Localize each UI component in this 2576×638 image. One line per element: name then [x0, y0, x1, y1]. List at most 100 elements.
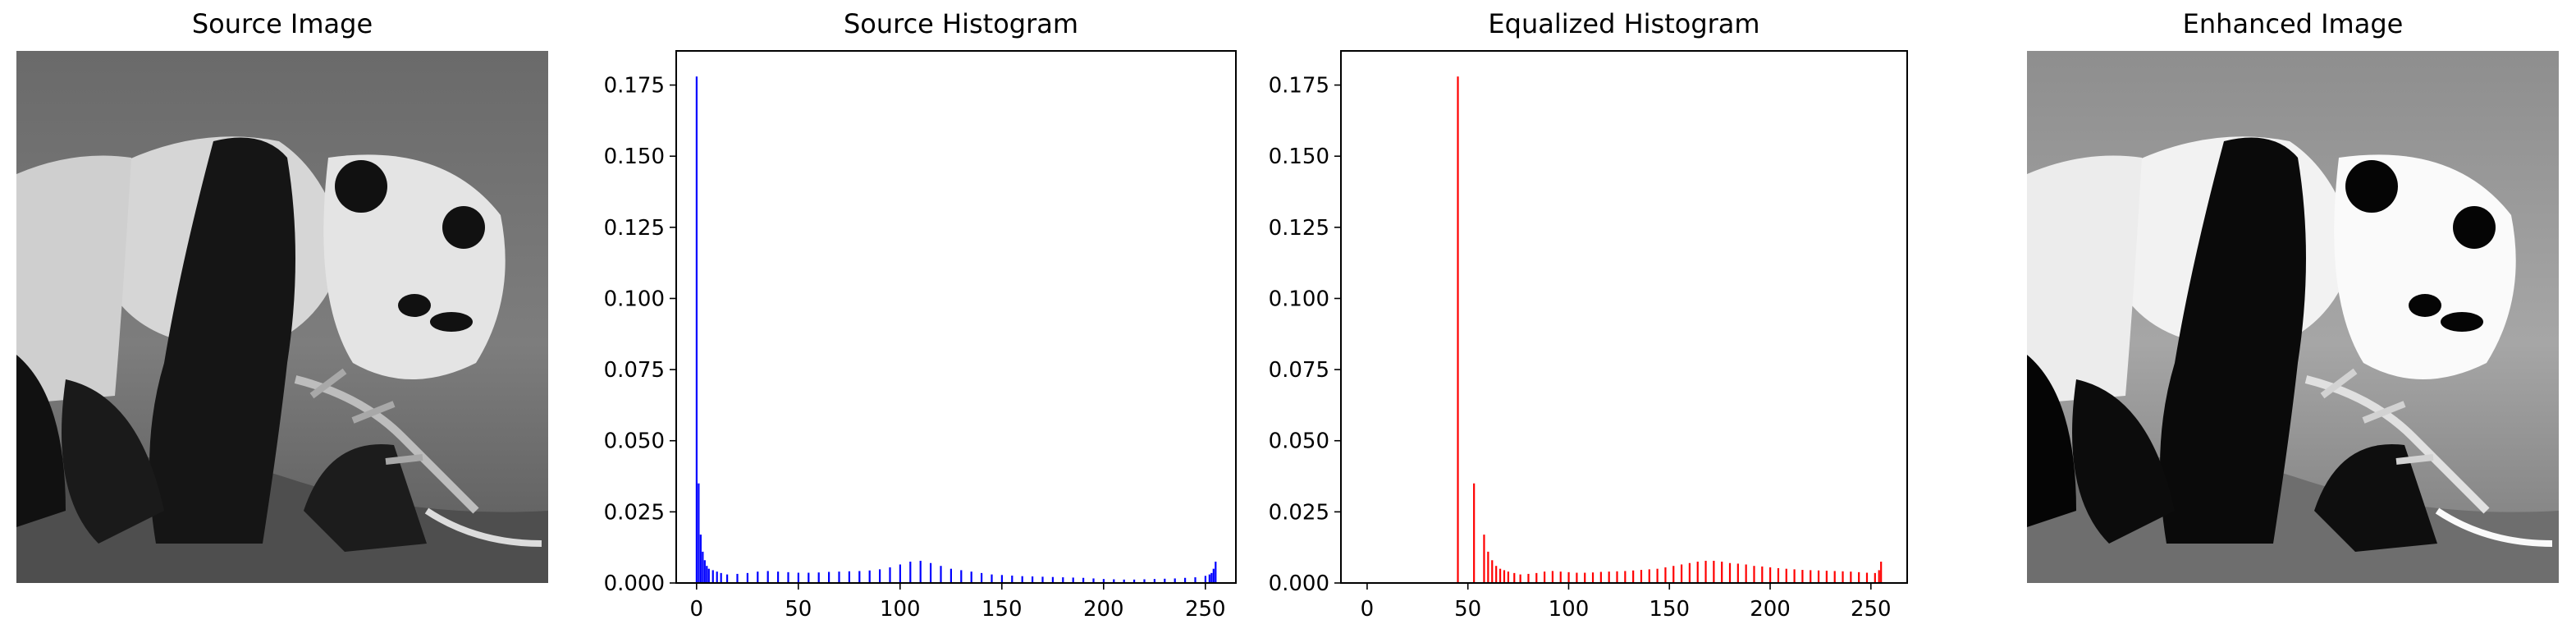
source-histogram-bar — [1194, 577, 1196, 583]
equalized-histogram-x-tick-label: 0 — [1361, 597, 1375, 622]
equalized-histogram-y-tick-label: 0.175 — [1269, 74, 1329, 99]
equalized-histogram-bar — [1664, 567, 1667, 583]
source-histogram-title: Source Histogram — [843, 8, 1079, 39]
source-histogram-bar — [1164, 578, 1166, 583]
equalized-histogram-x-tick-label: 50 — [1454, 597, 1481, 622]
equalized-histogram-bar — [1842, 571, 1844, 583]
source-histogram-y-tick-label: 0.050 — [604, 429, 665, 454]
equalized-histogram-bar — [1487, 551, 1489, 583]
equalized-histogram-bar — [1874, 572, 1876, 583]
equalized-histogram-title: Equalized Histogram — [1488, 8, 1760, 39]
source-histogram-bar — [746, 572, 748, 583]
equalized-histogram-bar — [1753, 566, 1755, 583]
equalized-histogram-bar — [1608, 571, 1610, 583]
equalized-histogram-bar — [1648, 569, 1650, 583]
equalized-histogram-bar — [1878, 570, 1880, 583]
equalized-histogram-bar — [1551, 571, 1554, 583]
equalized-histogram-bar — [1535, 572, 1538, 583]
source-histogram-x-tick-label: 250 — [1185, 597, 1226, 622]
equalized-histogram-bar — [1495, 566, 1498, 583]
source-histogram-bar — [703, 560, 706, 583]
source-histogram-bar — [848, 571, 850, 583]
source-histogram-bar — [1210, 572, 1213, 583]
equalized-histogram-bar — [1624, 571, 1627, 583]
source-histogram-bar — [720, 572, 722, 583]
source-histogram-bar — [766, 571, 769, 583]
equalized-histogram-axes-frame — [1340, 50, 1908, 584]
source-histogram-bar — [949, 568, 952, 583]
source-histogram-bar — [777, 571, 780, 583]
source-histogram-bar — [1032, 576, 1034, 583]
equalized-histogram-chart: 0 50 100 150 200 250 0.000 0.025 0.050 0.075 0.100… — [1269, 50, 1908, 622]
source-histogram-bar — [879, 569, 881, 583]
source-histogram-bar — [1204, 576, 1206, 583]
source-histogram-y-tick-label: 0.025 — [604, 500, 665, 525]
equalized-histogram-y-tick-label: 0.100 — [1269, 287, 1329, 311]
equalized-histogram-bar — [1527, 573, 1530, 583]
source-histogram-bar — [970, 571, 972, 583]
equalized-histogram-bar — [1721, 562, 1723, 583]
source-histogram-x-tick-label: 200 — [1083, 597, 1124, 622]
source-histogram-bar — [1143, 579, 1146, 583]
equalized-histogram-bar — [1680, 564, 1683, 583]
source-histogram-bar — [1208, 574, 1210, 583]
equalized-histogram-x-tick-label: 150 — [1649, 597, 1690, 622]
equalized-histogram-x-tick-label: 100 — [1549, 597, 1590, 622]
equalized-histogram-bar — [1769, 567, 1772, 583]
source-histogram-bar — [716, 571, 718, 583]
source-histogram-x-tick-label: 100 — [880, 597, 921, 622]
equalized-histogram-bar — [1810, 570, 1812, 583]
source-histogram-bar — [838, 571, 840, 583]
source-histogram-bar — [930, 562, 932, 583]
source-histogram-bar — [1011, 575, 1013, 583]
source-histogram-bar — [1215, 562, 1217, 583]
equalized-histogram-bar — [1713, 560, 1715, 583]
source-histogram-axes-frame — [675, 50, 1237, 584]
equalized-histogram-bar — [1457, 76, 1459, 584]
source-histogram-bar — [1082, 577, 1085, 583]
source-histogram-bar — [757, 571, 759, 583]
equalized-histogram-bar — [1736, 563, 1739, 583]
equalized-histogram-bar — [1801, 570, 1804, 583]
equalized-histogram-bar — [1761, 566, 1764, 583]
equalized-histogram-bar — [1688, 562, 1691, 583]
equalized-histogram-bar — [1491, 560, 1494, 583]
source-histogram-bar — [736, 573, 739, 583]
source-histogram-bar — [1113, 579, 1115, 583]
source-histogram-bar — [808, 572, 810, 583]
source-histogram-bar — [698, 483, 700, 583]
equalized-histogram-y-tick-label: 0.000 — [1269, 571, 1329, 596]
equalized-histogram-bar — [1858, 571, 1860, 583]
source-histogram-bar — [702, 551, 704, 583]
source-histogram-bar — [889, 567, 891, 583]
equalized-histogram-y-tick-label: 0.050 — [1269, 429, 1329, 454]
source-histogram-bar — [858, 571, 861, 583]
equalized-histogram-bar — [1632, 570, 1635, 583]
source-histogram-bar — [1062, 577, 1064, 583]
equalized-histogram-bar — [1599, 571, 1602, 583]
source-histogram-y-tick-label: 0.125 — [604, 216, 665, 241]
source-histogram-bar — [960, 570, 963, 583]
equalized-histogram-bar — [1576, 572, 1578, 583]
equalized-histogram-bar — [1850, 571, 1852, 583]
equalized-histogram-bar — [1825, 571, 1828, 583]
source-histogram-bar — [991, 574, 993, 583]
source-histogram-bar — [1174, 578, 1176, 583]
equalized-histogram-bar — [1498, 568, 1502, 583]
source-histogram-bar — [1184, 577, 1187, 583]
equalized-histogram-y-tick-label: 0.075 — [1269, 358, 1329, 383]
equalized-histogram-bar — [1591, 572, 1595, 583]
source-histogram-bar — [868, 570, 871, 583]
equalized-histogram-bar — [1513, 572, 1516, 583]
equalized-histogram-bar — [1785, 568, 1787, 583]
equalized-histogram-y-tick-label: 0.025 — [1269, 500, 1329, 525]
equalized-histogram-bar — [1777, 567, 1780, 583]
source-histogram-bar — [699, 535, 702, 583]
equalized-histogram-bar — [1503, 570, 1506, 583]
source-histogram-bar — [707, 568, 710, 583]
equalized-histogram-bar — [1640, 570, 1643, 583]
enhanced-image-title: Enhanced Image — [2182, 8, 2404, 39]
source-histogram-bar — [711, 570, 714, 583]
equalized-histogram-bar — [1656, 568, 1659, 583]
equalized-histogram-x-tick-label: 200 — [1750, 597, 1791, 622]
